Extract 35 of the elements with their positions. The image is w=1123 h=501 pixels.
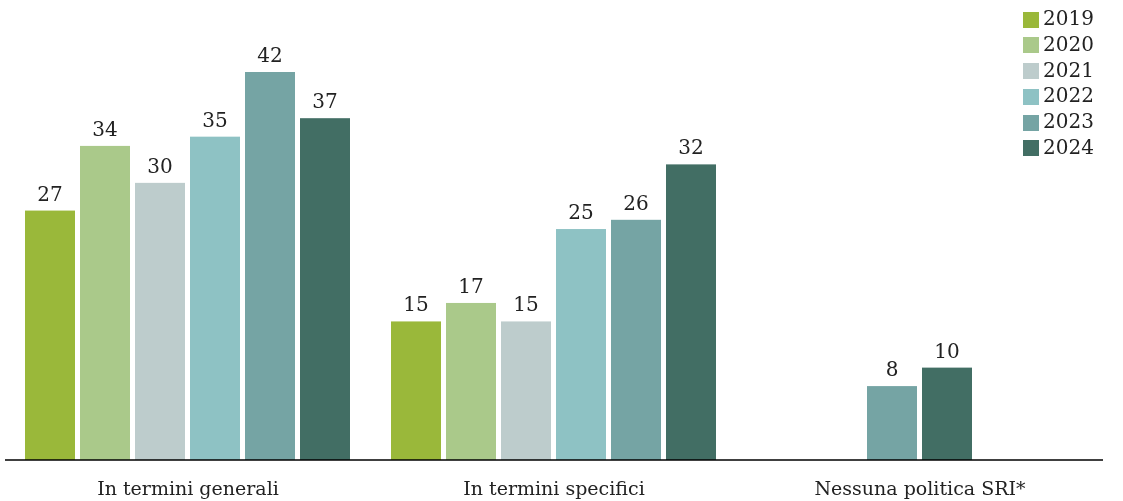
bar	[190, 136, 240, 460]
data-label: 26	[623, 190, 649, 215]
data-label: 25	[568, 200, 594, 225]
data-label: 15	[403, 292, 429, 317]
bar	[300, 118, 350, 460]
data-label: 37	[312, 89, 338, 114]
bar	[245, 72, 295, 460]
data-label: 34	[92, 116, 118, 141]
data-label: 32	[678, 135, 704, 160]
bar	[666, 164, 716, 460]
bar	[501, 321, 551, 460]
x-tick-label: In termini specifici	[463, 477, 645, 500]
legend-label: 2024	[1043, 134, 1094, 159]
bar	[80, 145, 130, 460]
legend-label: 2019	[1043, 6, 1094, 30]
legend-label: 2021	[1043, 57, 1094, 82]
data-label: 10	[934, 338, 960, 363]
bar	[556, 229, 606, 460]
data-label: 27	[37, 181, 63, 206]
x-tick-label: Nessuna politica SRI*	[814, 477, 1027, 500]
legend-label: 2020	[1043, 31, 1094, 56]
x-tick-label: In termini generali	[97, 477, 279, 500]
legend-label: 2023	[1043, 109, 1094, 134]
data-label: 17	[458, 273, 484, 298]
data-label: 30	[147, 153, 173, 178]
data-label: 35	[202, 107, 228, 132]
bar	[135, 182, 185, 460]
bar	[25, 210, 75, 460]
bar	[611, 219, 661, 460]
bar	[446, 302, 496, 460]
data-label: 15	[513, 292, 539, 317]
legend-label: 2022	[1043, 83, 1094, 108]
data-label: 42	[257, 43, 283, 67]
data-label: 8	[885, 357, 899, 382]
bar	[391, 321, 441, 460]
